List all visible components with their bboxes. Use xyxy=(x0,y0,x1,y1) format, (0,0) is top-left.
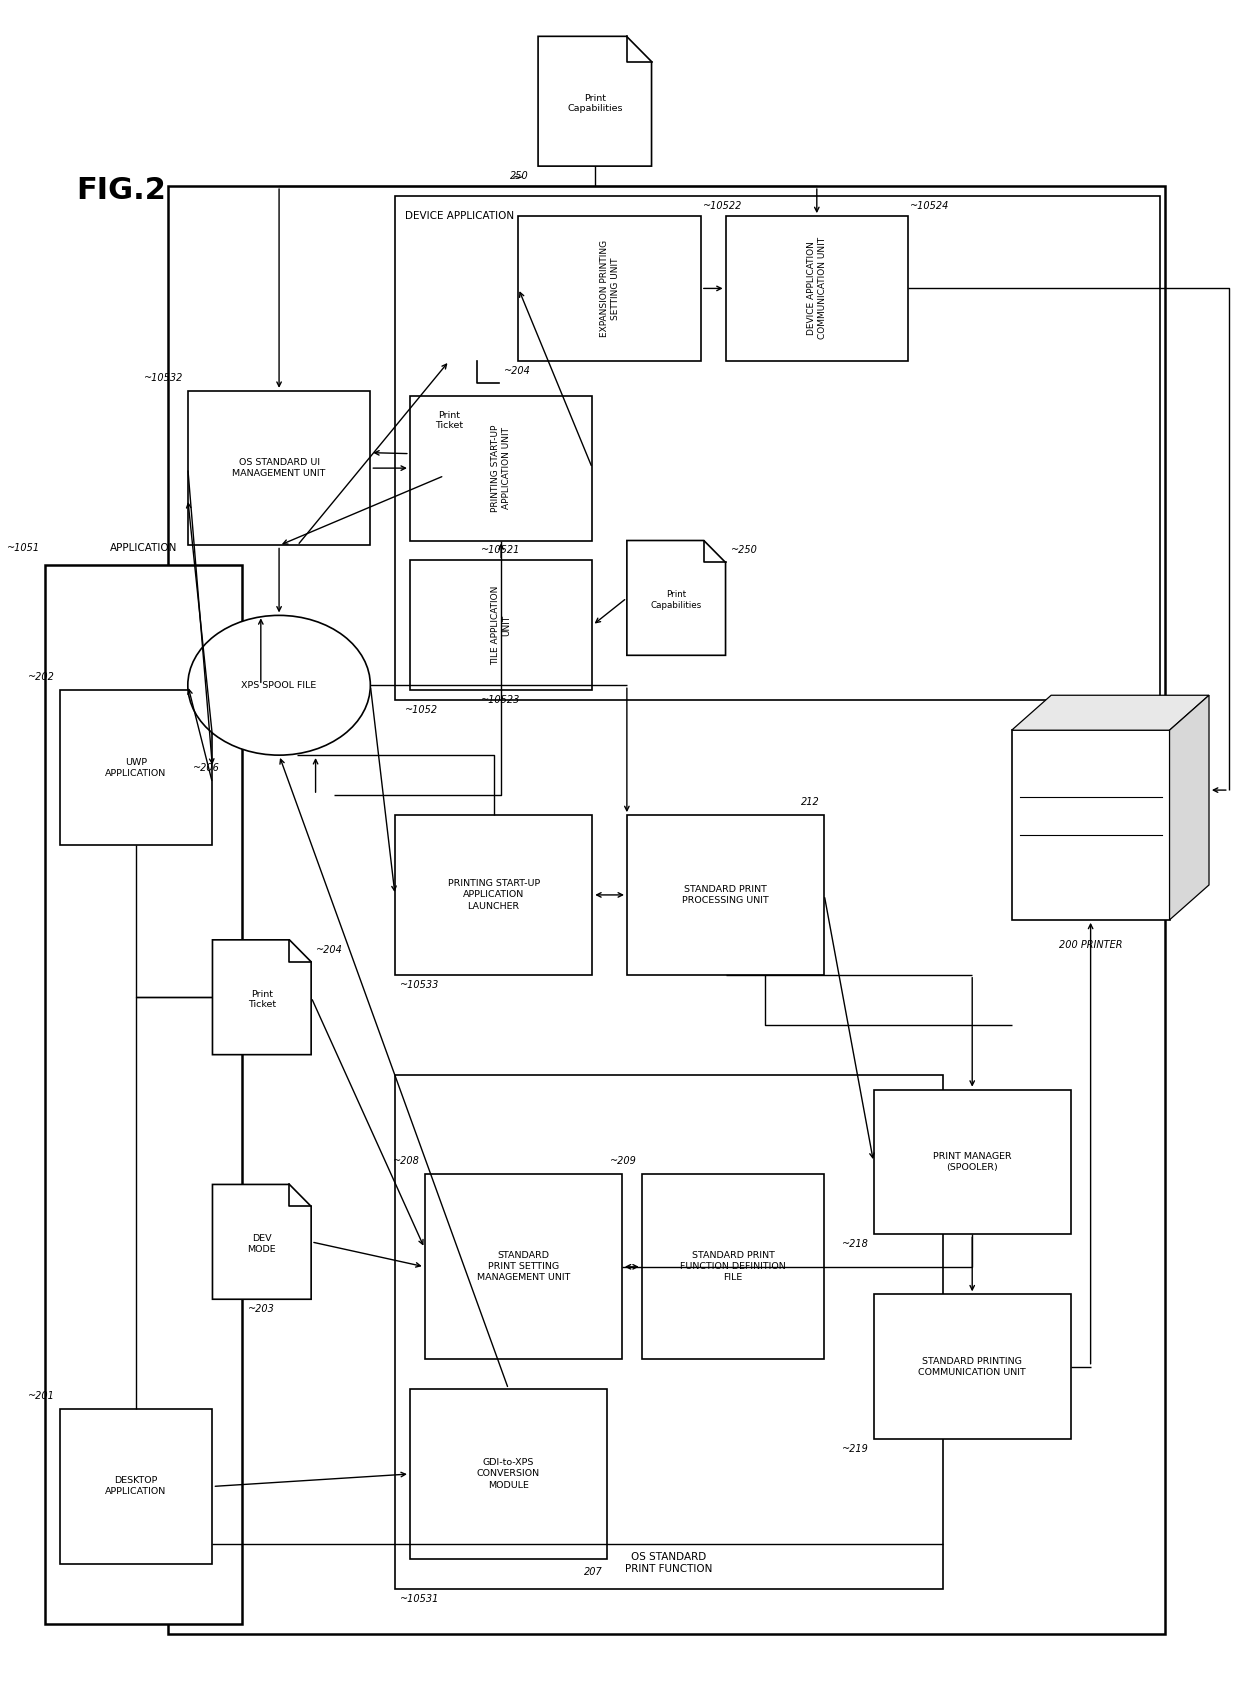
Text: ~1051: ~1051 xyxy=(6,543,40,554)
Bar xyxy=(873,1293,1071,1439)
Text: OS STANDARD UI
MANAGEMENT UNIT: OS STANDARD UI MANAGEMENT UNIT xyxy=(232,459,326,477)
Text: Print
Capabilities: Print Capabilities xyxy=(651,591,702,609)
Bar xyxy=(873,1090,1071,1234)
Bar xyxy=(725,217,908,361)
Text: 212: 212 xyxy=(801,797,820,808)
Text: ~250: ~250 xyxy=(730,545,758,555)
Text: STANDARD PRINT
FUNCTION DEFINITION
FILE: STANDARD PRINT FUNCTION DEFINITION FILE xyxy=(680,1251,786,1282)
Bar xyxy=(518,217,701,361)
Text: EXPANSION PRINTING
SETTING UNIT: EXPANSION PRINTING SETTING UNIT xyxy=(600,240,620,337)
Bar xyxy=(396,1075,942,1588)
Text: ~203: ~203 xyxy=(248,1304,275,1314)
Text: 250: 250 xyxy=(510,171,528,181)
Text: ~1052: ~1052 xyxy=(405,706,438,714)
Text: 200 PRINTER: 200 PRINTER xyxy=(1059,940,1122,950)
Text: Print
Ticket: Print Ticket xyxy=(435,411,464,430)
Polygon shape xyxy=(538,36,651,166)
Text: ~219: ~219 xyxy=(842,1444,868,1454)
Text: GDI-to-XPS
CONVERSION
MODULE: GDI-to-XPS CONVERSION MODULE xyxy=(477,1458,541,1490)
Polygon shape xyxy=(627,540,725,655)
Text: PRINTING START-UP
APPLICATION UNIT: PRINTING START-UP APPLICATION UNIT xyxy=(491,425,511,511)
Text: FIG.2: FIG.2 xyxy=(77,176,166,205)
Text: DEV
MODE: DEV MODE xyxy=(248,1234,277,1255)
Text: ~202: ~202 xyxy=(27,672,55,682)
Bar xyxy=(169,186,1164,1634)
Text: ~218: ~218 xyxy=(842,1239,868,1249)
Text: Print
Capabilities: Print Capabilities xyxy=(567,95,622,113)
Bar xyxy=(396,814,593,975)
Text: OS STANDARD
PRINT FUNCTION: OS STANDARD PRINT FUNCTION xyxy=(625,1552,713,1574)
Polygon shape xyxy=(212,1185,311,1299)
Bar xyxy=(409,560,593,691)
Polygon shape xyxy=(212,940,311,1055)
Text: STANDARD PRINT
PROCESSING UNIT: STANDARD PRINT PROCESSING UNIT xyxy=(682,885,769,906)
Text: DEVICE APPLICATION: DEVICE APPLICATION xyxy=(405,212,515,222)
Text: STANDARD PRINTING
COMMUNICATION UNIT: STANDARD PRINTING COMMUNICATION UNIT xyxy=(919,1356,1025,1376)
Text: DESKTOP
APPLICATION: DESKTOP APPLICATION xyxy=(105,1476,166,1497)
Bar xyxy=(396,196,1159,701)
Ellipse shape xyxy=(187,615,371,755)
Text: UWP
APPLICATION: UWP APPLICATION xyxy=(105,757,166,777)
Text: ~10521: ~10521 xyxy=(481,545,521,555)
Text: ~10532: ~10532 xyxy=(144,372,182,383)
Polygon shape xyxy=(1169,696,1209,919)
Text: ~201: ~201 xyxy=(27,1392,55,1402)
Bar xyxy=(45,565,242,1624)
Text: ~209: ~209 xyxy=(610,1156,637,1166)
Text: XPS SPOOL FILE: XPS SPOOL FILE xyxy=(242,681,316,689)
Bar xyxy=(424,1175,622,1359)
Text: ~10523: ~10523 xyxy=(481,696,521,706)
Polygon shape xyxy=(401,361,498,476)
Bar xyxy=(409,1390,608,1559)
Text: PRINTING START-UP
APPLICATION
LAUNCHER: PRINTING START-UP APPLICATION LAUNCHER xyxy=(448,879,539,911)
Text: TILE APPLICATION
UNIT: TILE APPLICATION UNIT xyxy=(491,586,511,665)
Bar xyxy=(627,814,825,975)
Text: ~208: ~208 xyxy=(393,1156,419,1166)
Text: APPLICATION: APPLICATION xyxy=(109,543,177,554)
Bar xyxy=(60,1409,212,1564)
Text: ~206: ~206 xyxy=(192,764,219,774)
Text: ~204: ~204 xyxy=(316,945,343,955)
Text: STANDARD
PRINT SETTING
MANAGEMENT UNIT: STANDARD PRINT SETTING MANAGEMENT UNIT xyxy=(476,1251,570,1282)
Text: ~: ~ xyxy=(512,171,523,185)
Bar xyxy=(409,396,593,540)
Text: 207: 207 xyxy=(584,1566,603,1576)
Text: ~10531: ~10531 xyxy=(401,1593,439,1603)
Bar xyxy=(1012,730,1169,919)
Bar xyxy=(60,691,212,845)
Text: ~10533: ~10533 xyxy=(401,980,439,990)
Text: ~204: ~204 xyxy=(503,366,531,376)
Bar xyxy=(641,1175,825,1359)
Polygon shape xyxy=(1012,696,1209,730)
Text: ~10522: ~10522 xyxy=(703,201,743,212)
Text: Print
Ticket: Print Ticket xyxy=(248,990,275,1009)
Text: ~10524: ~10524 xyxy=(910,201,950,212)
Text: PRINT MANAGER
(SPOOLER): PRINT MANAGER (SPOOLER) xyxy=(932,1151,1012,1172)
Bar xyxy=(187,391,371,545)
Text: DEVICE APPLICATION
COMMUNICATION UNIT: DEVICE APPLICATION COMMUNICATION UNIT xyxy=(807,237,827,340)
